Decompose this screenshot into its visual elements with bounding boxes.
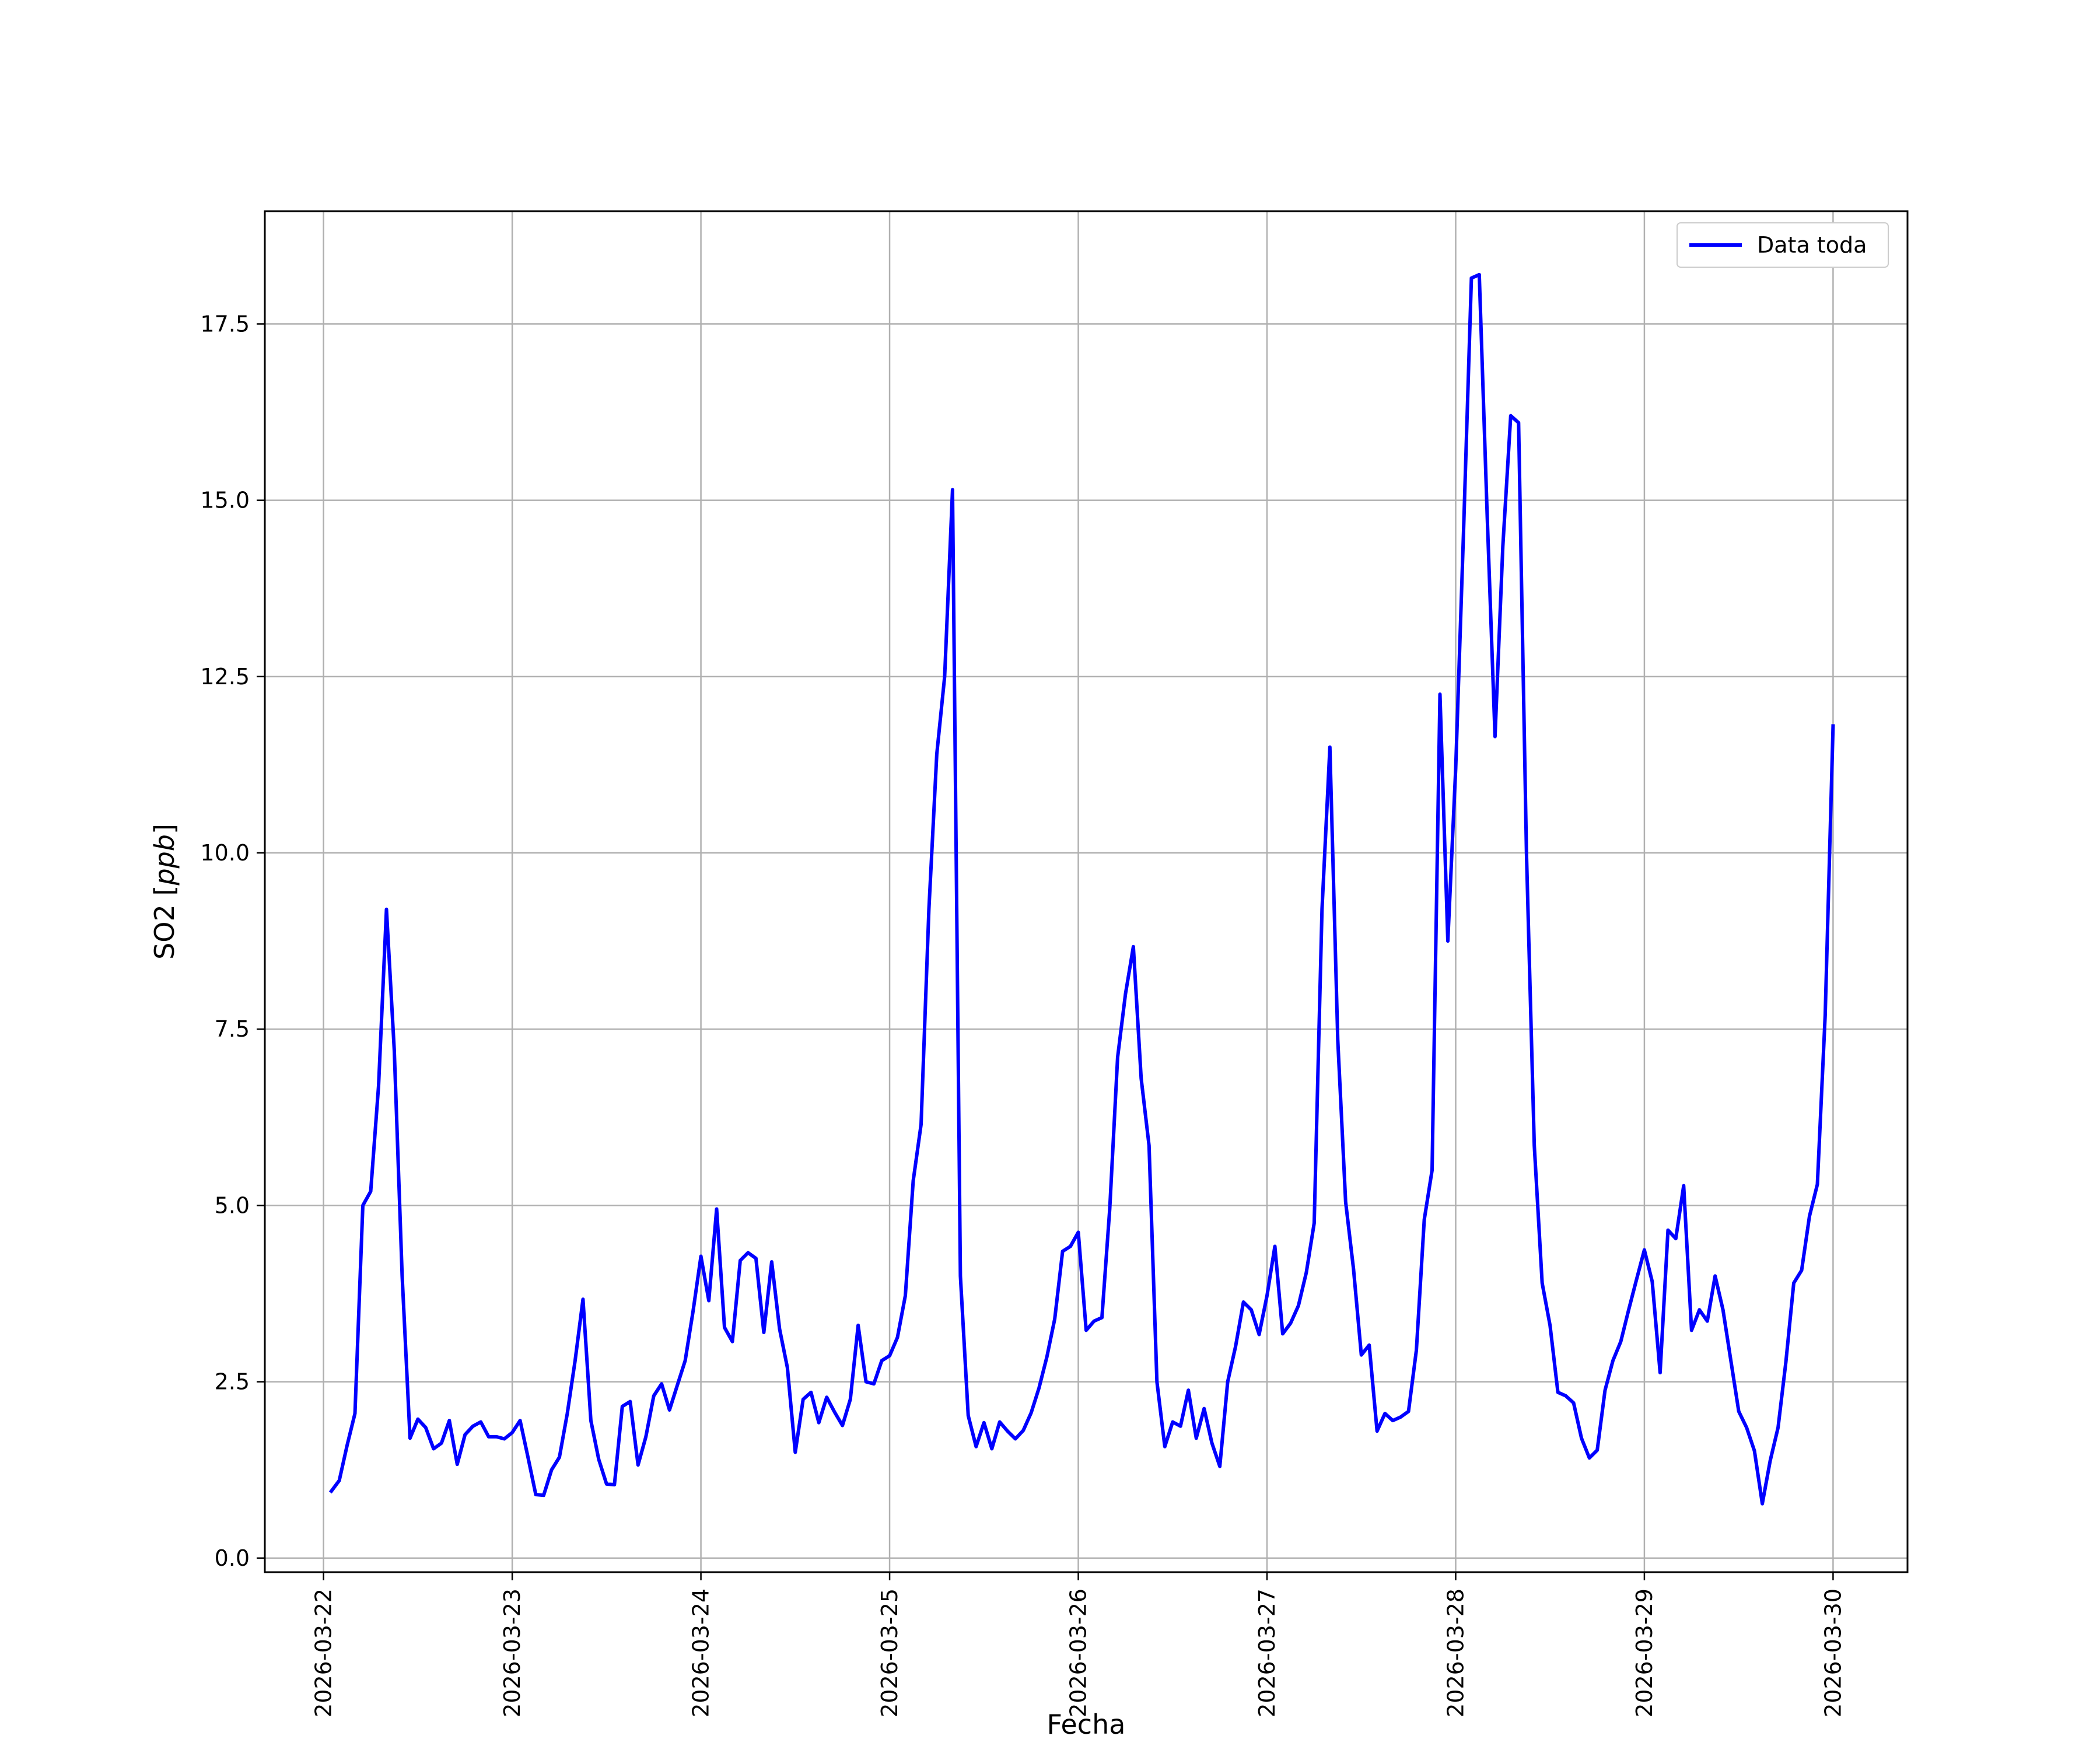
x-tick-label: 2026-03-22 — [311, 1588, 337, 1717]
legend: Data toda — [1676, 222, 1889, 268]
y-tick-label: 12.5 — [200, 664, 250, 690]
y-axis-label-close: ] — [149, 824, 180, 834]
x-tick-label: 2026-03-25 — [877, 1588, 902, 1717]
x-tick-label: 2026-03-28 — [1443, 1588, 1468, 1717]
y-tick-label: 0.0 — [215, 1545, 250, 1571]
legend-box — [1676, 222, 1889, 268]
ticks: 2026-03-22 2026-03-23 2026-03-24 2026-03-25… — [200, 311, 1846, 1717]
y-tick-label: 5.0 — [215, 1192, 250, 1218]
legend-label-data-toda: Data toda — [1757, 232, 1867, 258]
y-tick-label: 15.0 — [200, 488, 250, 513]
y-tick-label: 2.5 — [215, 1369, 250, 1395]
grid — [265, 211, 1908, 1572]
series-line-0 — [328, 272, 1835, 1506]
y-tick-label: 17.5 — [200, 311, 250, 337]
x-tick-label: 2026-03-27 — [1254, 1588, 1280, 1717]
x-tick-label: 2026-03-29 — [1632, 1588, 1657, 1717]
y-axis-label: SO2 [ppb] — [149, 824, 180, 960]
x-tick-label: 2026-03-26 — [1066, 1588, 1091, 1717]
series-layer — [328, 272, 1835, 1506]
x-tick-label: 2026-03-23 — [499, 1588, 525, 1717]
x-tick-label: 2026-03-24 — [688, 1588, 714, 1717]
y-tick-label: 7.5 — [215, 1016, 250, 1042]
x-tick-label: 2026-03-30 — [1820, 1588, 1846, 1717]
x-axis-label: Fecha — [1047, 1709, 1126, 1740]
plot-frame — [264, 210, 1909, 1573]
y-tick-label: 10.0 — [200, 840, 250, 866]
y-axis-label-text: SO2 [ — [149, 886, 180, 960]
y-axis-label-unit: ppb — [149, 834, 180, 886]
